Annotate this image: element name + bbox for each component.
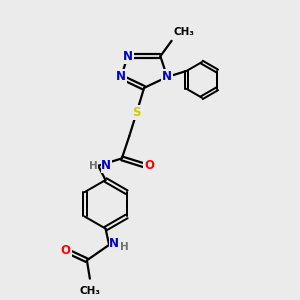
- Text: H: H: [89, 161, 98, 171]
- Text: N: N: [123, 50, 133, 63]
- Text: N: N: [109, 237, 119, 250]
- Text: O: O: [144, 159, 154, 172]
- Text: CH₃: CH₃: [80, 286, 100, 296]
- Text: N: N: [162, 70, 172, 83]
- Text: S: S: [132, 106, 141, 119]
- Text: H: H: [120, 242, 129, 252]
- Text: N: N: [116, 70, 126, 83]
- Text: CH₃: CH₃: [173, 27, 194, 37]
- Text: O: O: [61, 244, 70, 257]
- Text: N: N: [101, 159, 111, 172]
